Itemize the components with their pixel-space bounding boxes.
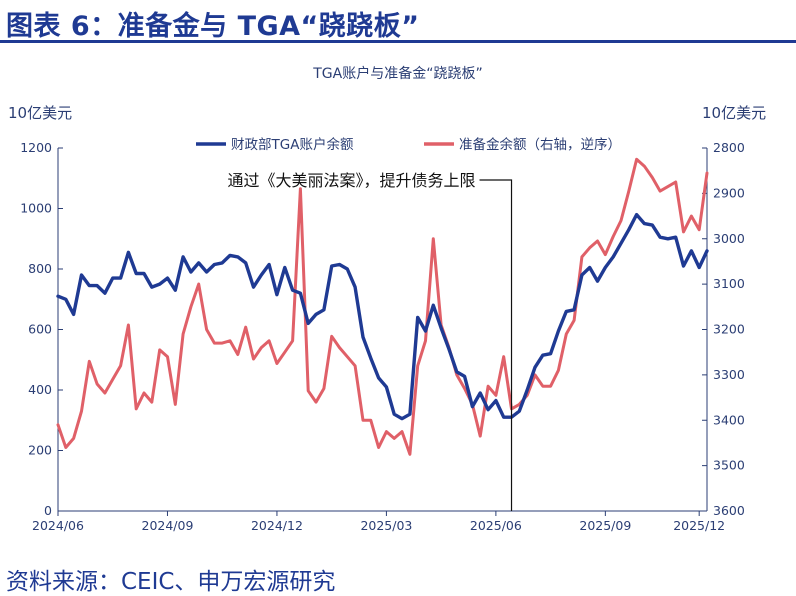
left-tick-label: 800 [28,261,52,276]
series-line-reserves [56,157,709,456]
left-tick-label: 1000 [20,201,52,216]
legend-reserves-label: 准备金余额（右轴，逆序） [459,136,621,153]
left-tick-label: 0 [44,503,52,518]
x-tick-label: 2025/03 [360,518,412,533]
right-tick-label: 3100 [713,276,745,291]
left-tick-label: 1200 [20,140,52,155]
left-tick-label: 600 [28,322,52,337]
annotation-leader-line [479,179,513,511]
figure-source: 资料来源：CEIC、申万宏源研究 [6,569,336,595]
right-tick-label: 3500 [713,458,745,473]
x-tick-label: 2025/09 [579,518,631,533]
right-tick-label: 2900 [713,185,745,200]
left-tick-label: 400 [28,382,52,397]
right-tick-label: 3600 [713,503,745,518]
x-tick-label: 2024/12 [251,518,303,533]
chart-title: TGA账户与准备金“跷跷板” [312,65,482,82]
x-tick-label: 2025/06 [470,518,522,533]
left-tick-label: 200 [28,443,52,458]
right-tick-label: 2800 [713,140,745,155]
left-axis-label: 10亿美元 [8,104,72,122]
x-tick-label: 2024/09 [142,518,194,533]
title-divider [0,40,796,43]
series-line-tga [56,212,709,421]
right-tick-label: 3000 [713,231,745,246]
x-tick-label: 2024/06 [32,518,84,533]
x-tick-label: 2025/12 [673,518,725,533]
annotation-label: 通过《大美丽法案》，提升债务上限 [228,171,476,190]
figure-title: 图表 6：准备金与 TGA“跷跷板” [6,11,420,42]
right-axis-label: 10亿美元 [702,104,766,122]
right-tick-label: 3400 [713,412,745,427]
legend-tga-label: 财政部TGA账户余额 [231,136,354,153]
right-tick-label: 3300 [713,367,745,382]
right-tick-label: 3200 [713,322,745,337]
